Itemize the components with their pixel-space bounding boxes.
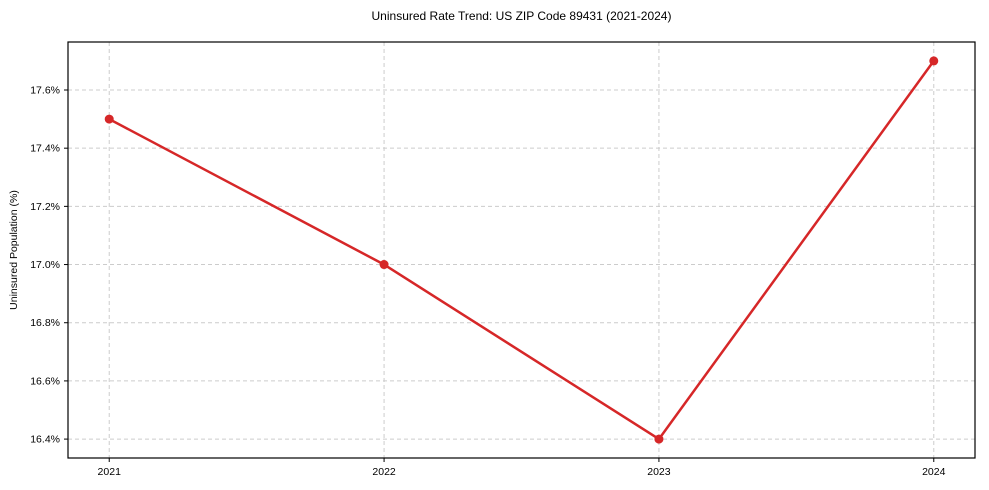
x-tick-label: 2022 <box>372 466 396 478</box>
data-point <box>379 260 389 270</box>
y-tick-label: 17.2% <box>30 201 60 213</box>
y-tick-label: 17.0% <box>30 259 60 271</box>
y-tick-label: 16.4% <box>30 434 60 446</box>
data-point <box>654 434 664 444</box>
data-point <box>104 114 114 124</box>
trend-line <box>107 59 936 441</box>
plot-background <box>68 42 975 458</box>
x-tick-label: 2023 <box>647 466 671 478</box>
axes-frame <box>67 41 976 459</box>
chart-title: Uninsured Rate Trend: US ZIP Code 89431 … <box>371 9 672 23</box>
data-point <box>929 56 939 66</box>
x-tick-label: 2024 <box>922 466 946 478</box>
y-tick-label: 17.6% <box>30 85 60 97</box>
y-tick-label: 17.4% <box>30 143 60 155</box>
y-tick-label: 16.8% <box>30 317 60 329</box>
y-tick-label: 16.6% <box>30 375 60 387</box>
x-tick-label: 2021 <box>98 466 122 478</box>
